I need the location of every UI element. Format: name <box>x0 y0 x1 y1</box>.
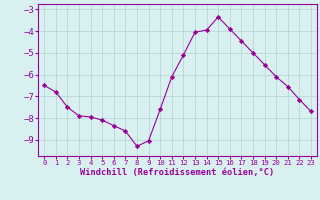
X-axis label: Windchill (Refroidissement éolien,°C): Windchill (Refroidissement éolien,°C) <box>80 168 275 177</box>
